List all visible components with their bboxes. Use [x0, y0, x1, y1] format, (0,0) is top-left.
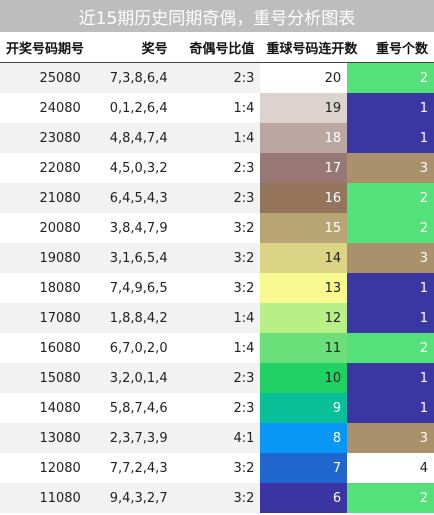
repeat-streak-cell: 12 [260, 303, 348, 333]
odd-even-ratio-cell: 3:2 [173, 453, 261, 483]
odd-even-ratio-cell: 1:4 [173, 333, 261, 363]
numbers-cell: 4,5,0,3,2 [86, 153, 174, 183]
numbers-cell: 6,7,0,2,0 [86, 333, 174, 363]
numbers-cell: 7,7,2,4,3 [86, 453, 174, 483]
table-row: 15080 3,2,0,1,4 2:3 10 1 [0, 363, 434, 393]
table-row: 13080 2,3,7,3,9 4:1 8 3 [0, 423, 434, 453]
period-cell: 14080 [0, 393, 87, 423]
period-cell: 24080 [0, 93, 87, 123]
odd-even-ratio-cell: 1:4 [173, 93, 261, 123]
period-cell: 20080 [0, 213, 87, 243]
numbers-cell: 4,8,4,7,4 [86, 123, 174, 153]
numbers-cell: 6,4,5,4,3 [86, 183, 174, 213]
analysis-table: 开奖号码期号 奖号 奇偶号比值 重球号码连开数 重号个数 25080 7,3,8,… [0, 32, 434, 513]
repeat-count-cell: 3 [347, 153, 434, 183]
table-row: 17080 1,8,8,4,2 1:4 12 1 [0, 303, 434, 333]
period-cell: 15080 [0, 363, 87, 393]
header-row: 开奖号码期号 奖号 奇偶号比值 重球号码连开数 重号个数 [0, 32, 434, 63]
period-cell: 12080 [0, 453, 87, 483]
repeat-count-cell: 1 [347, 393, 434, 423]
period-cell: 23080 [0, 123, 87, 153]
numbers-cell: 3,2,0,1,4 [86, 363, 174, 393]
odd-even-ratio-cell: 3:2 [173, 273, 261, 303]
period-cell: 25080 [0, 62, 87, 93]
period-cell: 13080 [0, 423, 87, 453]
repeat-streak-cell: 18 [260, 123, 348, 153]
table-row: 12080 7,7,2,4,3 3:2 7 4 [0, 453, 434, 483]
table-row: 14080 5,8,7,4,6 2:3 9 1 [0, 393, 434, 423]
repeat-streak-cell: 10 [260, 363, 348, 393]
period-cell: 22080 [0, 153, 87, 183]
repeat-streak-cell: 7 [260, 453, 348, 483]
numbers-cell: 5,8,7,4,6 [86, 393, 174, 423]
numbers-cell: 3,8,4,7,9 [86, 213, 174, 243]
repeat-count-cell: 1 [347, 93, 434, 123]
repeat-streak-cell: 11 [260, 333, 348, 363]
odd-even-ratio-cell: 2:3 [173, 153, 261, 183]
numbers-cell: 0,1,2,6,4 [86, 93, 174, 123]
repeat-streak-cell: 9 [260, 393, 348, 423]
table-row: 20080 3,8,4,7,9 3:2 15 2 [0, 213, 434, 243]
column-header-repeat-count: 重号个数 [347, 32, 434, 63]
odd-even-ratio-cell: 1:4 [173, 303, 261, 333]
column-header-repeat-streak: 重球号码连开数 [260, 32, 357, 63]
repeat-count-cell: 2 [347, 213, 434, 243]
numbers-cell: 3,1,6,5,4 [86, 243, 174, 273]
odd-even-ratio-cell: 3:2 [173, 243, 261, 273]
odd-even-ratio-cell: 2:3 [173, 363, 261, 393]
repeat-streak-cell: 6 [260, 483, 348, 513]
odd-even-ratio-cell: 3:2 [173, 213, 261, 243]
repeat-count-cell: 2 [347, 483, 434, 513]
repeat-streak-cell: 15 [260, 213, 348, 243]
repeat-streak-cell: 13 [260, 273, 348, 303]
chart-title: 近15期历史同期奇偶，重号分析图表 [0, 0, 434, 32]
repeat-count-cell: 2 [347, 333, 434, 363]
numbers-cell: 9,4,3,2,7 [86, 483, 174, 513]
odd-even-ratio-cell: 1:4 [173, 123, 261, 153]
period-cell: 19080 [0, 243, 87, 273]
table-row: 19080 3,1,6,5,4 3:2 14 3 [0, 243, 434, 273]
table-row: 16080 6,7,0,2,0 1:4 11 2 [0, 333, 434, 363]
column-header-period: 开奖号码期号 [0, 32, 87, 63]
repeat-streak-cell: 20 [260, 62, 348, 93]
period-cell: 16080 [0, 333, 87, 363]
repeat-streak-cell: 16 [260, 183, 348, 213]
table-row: 11080 9,4,3,2,7 3:2 6 2 [0, 483, 434, 513]
repeat-count-cell: 1 [347, 123, 434, 153]
numbers-cell: 1,8,8,4,2 [86, 303, 174, 333]
column-header-odd-even-ratio: 奇偶号比值 [173, 32, 261, 63]
repeat-streak-cell: 8 [260, 423, 348, 453]
odd-even-ratio-cell: 4:1 [173, 423, 261, 453]
repeat-count-cell: 1 [347, 303, 434, 333]
repeat-streak-cell: 14 [260, 243, 348, 273]
odd-even-ratio-cell: 2:3 [173, 62, 261, 93]
odd-even-ratio-cell: 2:3 [173, 393, 261, 423]
period-cell: 17080 [0, 303, 87, 333]
table-row: 18080 7,4,9,6,5 3:2 13 1 [0, 273, 434, 303]
odd-even-ratio-cell: 3:2 [173, 483, 261, 513]
repeat-count-cell: 2 [347, 62, 434, 93]
period-cell: 11080 [0, 483, 87, 513]
table-row: 22080 4,5,0,3,2 2:3 17 3 [0, 153, 434, 183]
repeat-count-cell: 4 [347, 453, 434, 483]
period-cell: 21080 [0, 183, 87, 213]
numbers-cell: 7,3,8,6,4 [86, 62, 174, 93]
repeat-count-cell: 1 [347, 363, 434, 393]
period-cell: 18080 [0, 273, 87, 303]
numbers-cell: 7,4,9,6,5 [86, 273, 174, 303]
repeat-count-cell: 1 [347, 273, 434, 303]
table-row: 25080 7,3,8,6,4 2:3 20 2 [0, 62, 434, 93]
repeat-count-cell: 2 [347, 183, 434, 213]
repeat-count-cell: 3 [347, 243, 434, 273]
table-body: 25080 7,3,8,6,4 2:3 20 2 24080 0,1,2,6,4 1:4 19 1… [0, 62, 434, 513]
table-row: 23080 4,8,4,7,4 1:4 18 1 [0, 123, 434, 153]
table-row: 21080 6,4,5,4,3 2:3 16 2 [0, 183, 434, 213]
repeat-streak-cell: 19 [260, 93, 348, 123]
column-header-numbers: 奖号 [86, 32, 174, 63]
repeat-streak-cell: 17 [260, 153, 348, 183]
repeat-count-cell: 3 [347, 423, 434, 453]
table-row: 24080 0,1,2,6,4 1:4 19 1 [0, 93, 434, 123]
odd-even-ratio-cell: 2:3 [173, 183, 261, 213]
numbers-cell: 2,3,7,3,9 [86, 423, 174, 453]
